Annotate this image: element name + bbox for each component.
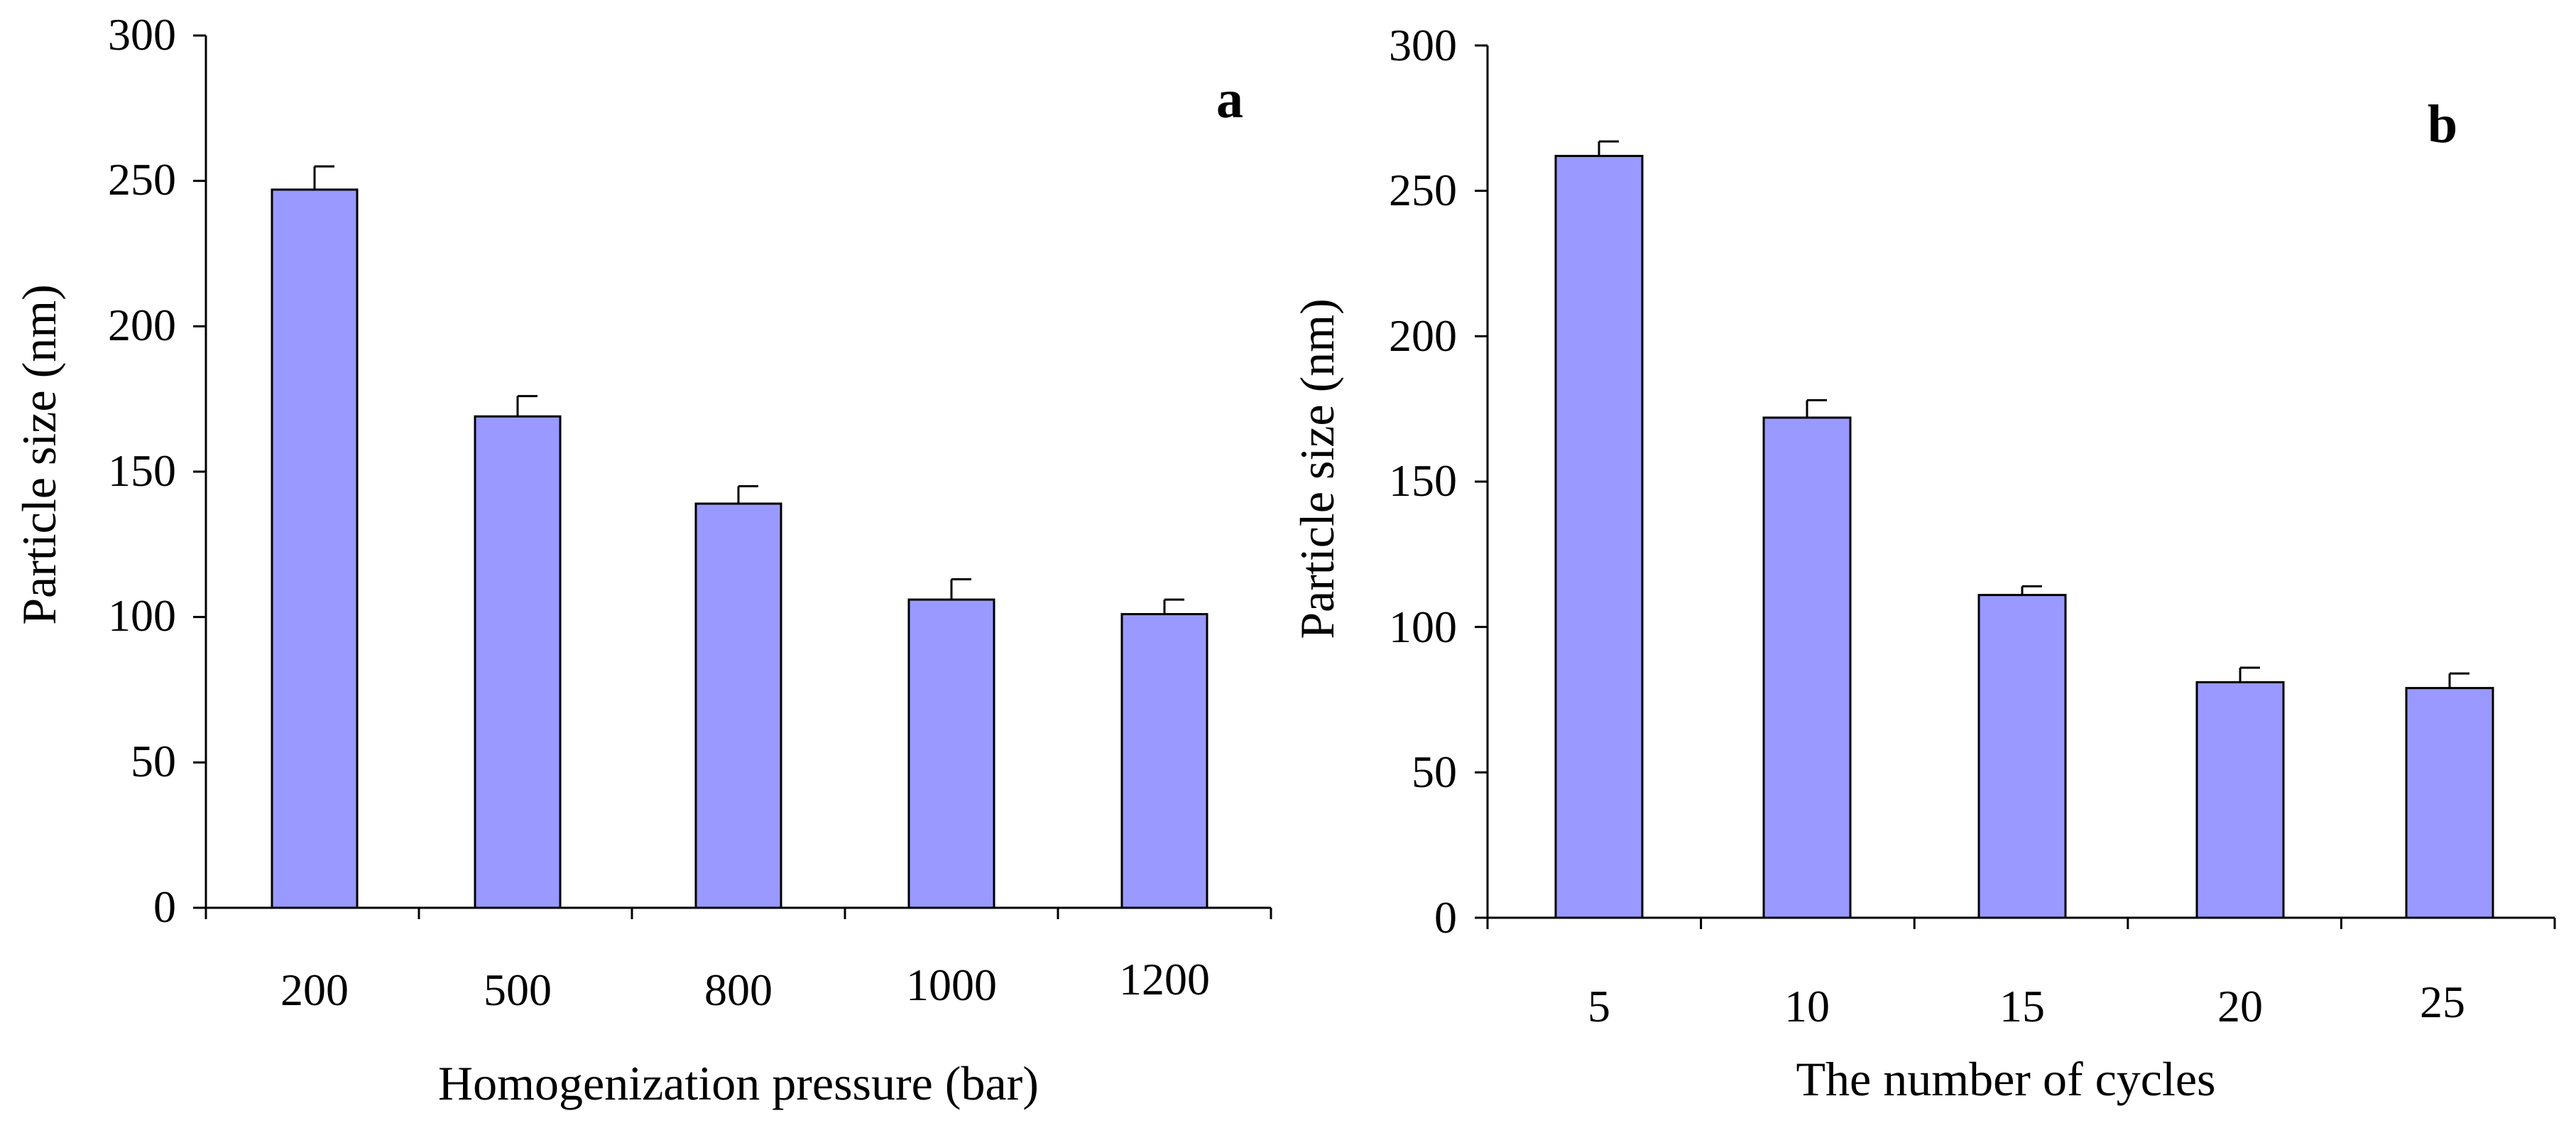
- y-tick-label: 300: [108, 9, 176, 60]
- bar: [694, 502, 782, 909]
- y-tick-label: 250: [108, 154, 176, 205]
- x-tick-label: 5: [1588, 981, 1610, 1031]
- y-tick-label: 150: [108, 445, 176, 496]
- x-tick-label: 20: [2217, 981, 2263, 1031]
- x-tick-labels-a: 200 500 800 1000 1200: [280, 954, 1210, 1015]
- y-tick-label: 250: [1389, 165, 1457, 215]
- panel-label-b: b: [2428, 94, 2457, 154]
- bar: [907, 598, 995, 909]
- y-tick-labels-a: 0 50 100 150 200 250 300: [108, 9, 176, 932]
- bar: [2195, 680, 2285, 919]
- y-tick-label: 150: [1389, 455, 1457, 506]
- y-tick-label: 0: [1434, 892, 1457, 943]
- y-tick-label: 50: [131, 736, 176, 786]
- x-tick-label: 25: [2420, 977, 2465, 1027]
- axes-a: [193, 34, 1272, 919]
- bar: [474, 415, 562, 909]
- y-tick-label: 100: [108, 590, 176, 641]
- chart-panel-b: 0 50 100 150 200 250 300 5 10 15 20 25 T…: [1290, 20, 2556, 1106]
- bar: [271, 188, 359, 909]
- y-tick-label: 0: [153, 882, 176, 932]
- y-tick-label: 50: [1412, 747, 1457, 797]
- y-tick-label: 300: [1389, 20, 1457, 70]
- bar: [1554, 155, 1644, 919]
- y-tick-label: 200: [1389, 310, 1457, 361]
- x-tick-labels-b: 5 10 15 20 25: [1588, 977, 2465, 1031]
- chart-panel-a: 0 50 100 150 200 250 300 200 500 800 100…: [12, 9, 1272, 1110]
- bar-group-b: [1554, 140, 2494, 919]
- y-tick-labels-b: 0 50 100 150 200 250 300: [1389, 20, 1457, 943]
- y-axis-title-a: Particle size (nm): [12, 284, 66, 625]
- y-axis-title-b: Particle size (nm): [1290, 298, 1344, 639]
- x-tick-label: 1200: [1119, 954, 1210, 1004]
- x-tick-label: 10: [1784, 981, 1830, 1031]
- axes-b: [1475, 44, 2556, 929]
- bar: [1120, 613, 1208, 909]
- bar: [1977, 594, 2067, 919]
- x-tick-label: 1000: [906, 960, 997, 1010]
- y-tick-label: 200: [108, 300, 176, 350]
- bar: [1762, 416, 1852, 919]
- x-tick-label: 200: [280, 965, 349, 1015]
- x-axis-title-a: Homogenization pressure (bar): [438, 1056, 1039, 1110]
- x-tick-label: 800: [704, 965, 773, 1015]
- x-tick-label: 500: [484, 965, 552, 1015]
- x-axis-title-b: The number of cycles: [1796, 1052, 2216, 1106]
- x-tick-label: 15: [1999, 981, 2045, 1031]
- bar-group-a: [271, 165, 1208, 909]
- panel-label-a: a: [1216, 70, 1243, 129]
- bar: [2405, 687, 2494, 919]
- y-tick-label: 100: [1389, 602, 1457, 652]
